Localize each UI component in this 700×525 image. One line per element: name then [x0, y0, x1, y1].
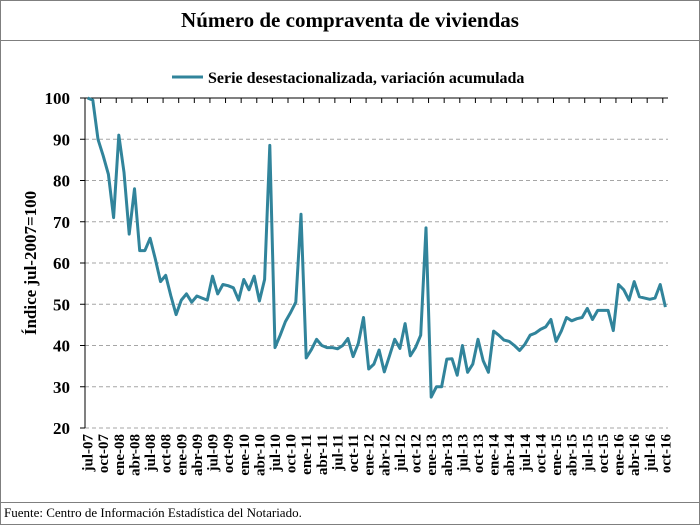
axes	[80, 97, 668, 429]
gridlines	[85, 138, 668, 429]
y-tick-label: 100	[45, 89, 71, 108]
x-tick-label: jul-10	[268, 434, 284, 473]
x-tick-label: oct-15	[596, 434, 612, 473]
x-tick-label: jul-07	[81, 434, 97, 473]
x-tick-label: ene-08	[112, 434, 128, 476]
x-tick-label: oct-07	[96, 434, 112, 474]
x-tick-label: abr-08	[127, 434, 143, 476]
x-tick-label: abr-16	[627, 434, 643, 476]
x-tick-label: abr-11	[315, 434, 331, 475]
y-tick-label: 40	[53, 337, 70, 356]
x-tick-label: abr-15	[565, 434, 581, 476]
x-tick-label: jul-15	[580, 434, 596, 473]
x-tick-label: jul-09	[206, 434, 222, 473]
footer-divider	[0, 502, 700, 503]
x-tick-label: jul-13	[455, 434, 471, 473]
chart-title: Número de compraventa de viviendas	[0, 0, 700, 41]
x-tick-label: jul-16	[643, 434, 659, 473]
x-tick-label: ene-14	[487, 434, 503, 476]
series-lines	[87, 96, 667, 399]
x-tick-label: ene-12	[362, 434, 378, 476]
x-tick-label: abr-13	[440, 434, 456, 476]
source-note: Fuente: Centro de Información Estadístic…	[4, 505, 302, 520]
x-tick-labels: jul-07 oct-07 ene-08 abr-08 jul-08 oct-08 ene-…	[81, 434, 675, 476]
x-tick-label: ene-11	[299, 434, 315, 475]
x-tick-label: oct-16	[658, 434, 674, 474]
x-tick-label: oct-08	[159, 434, 175, 473]
y-tick-labels: 20 30 40 50 60 70 80 90 100	[45, 89, 71, 438]
y-tick-label: 90	[53, 130, 70, 149]
x-tick-label: jul-08	[143, 434, 159, 473]
y-tick-label: 80	[53, 172, 70, 191]
x-tick-label: oct-11	[346, 434, 362, 472]
legend-label: Serie desestacionalizada, variación acum…	[208, 70, 524, 87]
y-axis-title: Índice jul-2007=100	[21, 191, 40, 335]
x-tick-label: abr-09	[190, 434, 206, 476]
y-tick-label: 30	[53, 378, 70, 397]
x-tick-label: abr-10	[252, 434, 268, 476]
x-tick-label: abr-14	[502, 434, 518, 476]
y-tick-label: 50	[53, 295, 70, 314]
x-tick-label: oct-13	[471, 434, 487, 473]
x-tick-label: ene-15	[549, 434, 565, 476]
x-tick-label: ene-16	[612, 434, 628, 476]
y-tick-label: 60	[53, 254, 70, 273]
y-tick-label: 70	[53, 213, 70, 232]
x-tick-label: jul-14	[518, 434, 534, 473]
legend: Serie desestacionalizada, variación acum…	[172, 70, 524, 87]
y-tick-label: 20	[53, 419, 70, 438]
x-tick-label: jul-12	[393, 434, 409, 473]
x-tick-label: oct-09	[221, 434, 237, 473]
x-tick-label: abr-12	[377, 434, 393, 476]
x-tick-label: oct-12	[409, 434, 425, 473]
series-line	[87, 96, 667, 399]
x-tick-label: ene-13	[424, 434, 440, 476]
x-tick-label: jul-11	[330, 434, 346, 472]
x-tick-label: oct-10	[284, 434, 300, 473]
x-tick-label: oct-14	[533, 434, 549, 474]
x-tick-label: ene-10	[237, 434, 253, 476]
x-tick-label: ene-09	[174, 434, 190, 476]
